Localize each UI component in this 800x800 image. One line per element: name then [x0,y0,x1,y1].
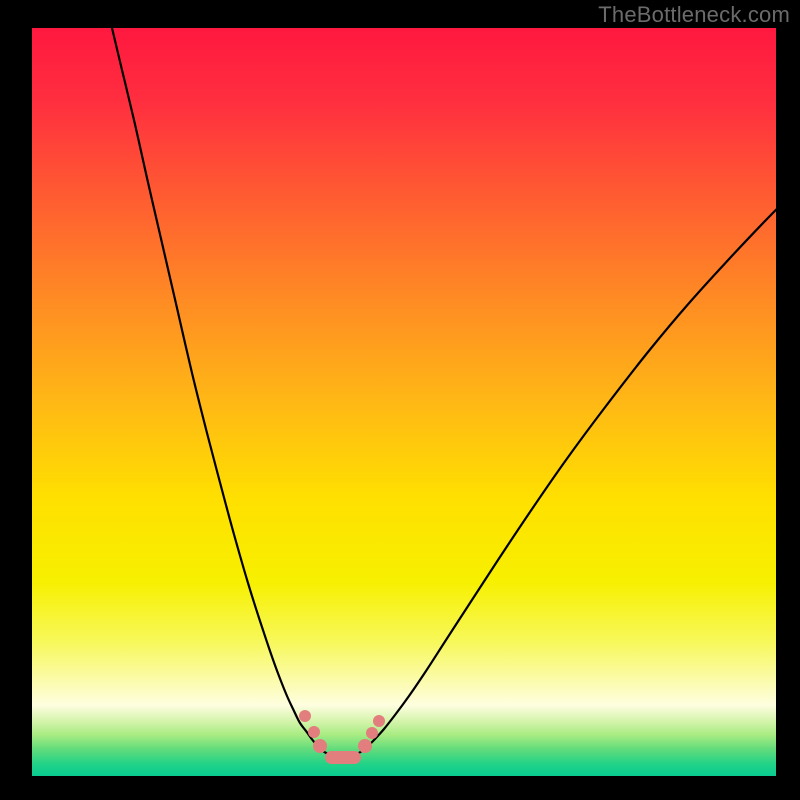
bead-bar [325,751,361,764]
bead-marker [373,715,385,727]
bottom-beads [299,710,385,764]
bead-marker [358,739,372,753]
plot-area [32,28,776,776]
curve-left [112,28,328,754]
curve-right [357,179,776,754]
watermark-label: TheBottleneck.com [598,2,790,28]
curve-layer [32,28,776,776]
chart-frame: TheBottleneck.com [0,0,800,800]
bead-marker [313,739,327,753]
bead-marker [299,710,311,722]
bead-marker [308,726,320,738]
bead-marker [366,727,378,739]
